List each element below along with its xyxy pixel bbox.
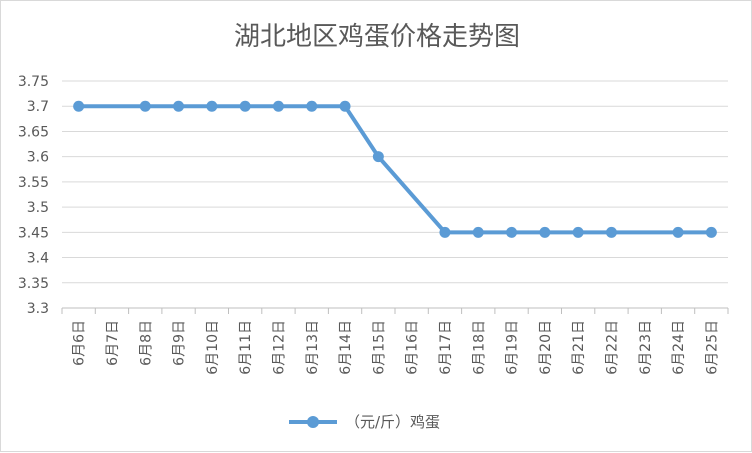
data-point[interactable]	[705, 226, 717, 238]
data-point[interactable]	[572, 226, 584, 238]
x-tick-label: 6月23日	[638, 320, 654, 375]
y-tick-label: 3.7	[27, 99, 49, 115]
data-point[interactable]	[306, 100, 318, 112]
x-tick-label: 6月17日	[438, 320, 454, 375]
data-point[interactable]	[73, 100, 85, 112]
y-tick-label: 3.35	[18, 276, 49, 292]
data-point[interactable]	[439, 226, 451, 238]
data-point[interactable]	[206, 100, 218, 112]
data-point[interactable]	[239, 100, 251, 112]
data-point[interactable]	[372, 151, 384, 163]
y-tick-label: 3.5	[27, 200, 49, 216]
x-tick-label: 6月7日	[105, 320, 121, 366]
y-tick-label: 3.6	[27, 150, 49, 166]
data-point[interactable]	[272, 100, 284, 112]
x-tick-label: 6月20日	[538, 320, 554, 375]
x-tick-label: 6月19日	[505, 320, 521, 375]
x-tick-label: 6月14日	[338, 320, 354, 375]
x-tick-label: 6月9日	[172, 320, 188, 366]
y-axis-ticks: 3.75 3.7 3.65 3.6 3.55 3.5 3.45 3.4 3.35 3.3	[18, 74, 49, 317]
y-tick-label: 3.45	[18, 225, 49, 241]
x-tick-label: 6月8日	[138, 320, 154, 366]
data-point[interactable]	[472, 226, 484, 238]
data-point[interactable]	[339, 100, 351, 112]
legend[interactable]: （元/斤）鸡蛋	[289, 413, 440, 431]
x-axis-ticks: 6月6日 6月7日 6月8日 6月9日 6月10日 6月11日 6月12日 6月13日 6月14…	[61, 307, 729, 375]
y-tick-label: 3.55	[18, 175, 49, 191]
x-tick-label: 6月16日	[405, 320, 421, 375]
x-tick-label: 6月12日	[271, 320, 287, 375]
y-tick-label: 3.65	[18, 124, 49, 140]
x-tick-label: 6月22日	[604, 320, 620, 375]
series-line-0	[78, 104, 712, 235]
x-tick-label: 6月13日	[305, 320, 321, 375]
chart-title: 湖北地区鸡蛋价格走势图	[234, 22, 520, 52]
data-point[interactable]	[173, 100, 185, 112]
series-layer	[73, 100, 717, 238]
y-tick-label: 3.4	[27, 251, 49, 267]
data-point[interactable]	[139, 100, 151, 112]
x-tick-label: 6月24日	[671, 320, 687, 375]
data-point[interactable]	[506, 226, 518, 238]
x-tick-label: 6月18日	[471, 320, 487, 375]
data-point[interactable]	[605, 226, 617, 238]
gridlines	[62, 80, 728, 309]
legend-label: （元/斤）鸡蛋	[345, 413, 440, 431]
x-tick-label: 6月6日	[72, 320, 88, 366]
y-tick-label: 3.3	[27, 301, 49, 317]
x-tick-label: 6月21日	[571, 320, 587, 375]
y-tick-label: 3.75	[18, 74, 49, 90]
x-tick-label: 6月25日	[704, 320, 720, 375]
legend-marker-icon	[307, 416, 319, 428]
x-tick-label: 6月10日	[205, 320, 221, 375]
x-tick-label: 6月15日	[371, 320, 387, 375]
data-point[interactable]	[539, 226, 551, 238]
data-point[interactable]	[672, 226, 684, 238]
x-tick-label: 6月11日	[238, 320, 254, 375]
